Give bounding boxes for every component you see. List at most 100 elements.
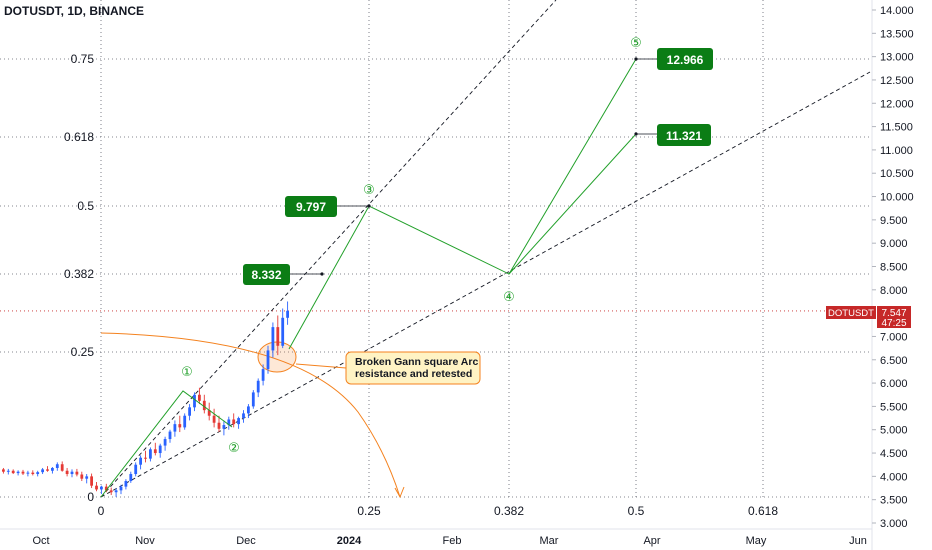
candle-body [149, 449, 152, 459]
candle-body [124, 481, 128, 487]
candle-body [119, 486, 123, 491]
price-tick-label: 12.500 [880, 75, 914, 87]
target-point-9797 [367, 204, 371, 208]
target-value-9797: 9.797 [296, 200, 326, 214]
wave-label-4: ④ [503, 290, 515, 305]
candle-body [2, 469, 5, 472]
fib-time-label: 0.5 [628, 504, 645, 518]
candle-body [256, 380, 260, 393]
price-tick-label: 11.000 [880, 145, 913, 157]
price-tick-label: 10.500 [880, 168, 914, 180]
candle-body [237, 418, 240, 425]
candle-layer [2, 301, 289, 497]
candle-body [46, 469, 49, 471]
price-tag-value: 7.547 [881, 308, 906, 319]
annotation-line-2: resistance and retested [355, 368, 472, 380]
price-tick-label: 6.000 [880, 378, 908, 390]
price-tick-label: 3.000 [880, 518, 908, 530]
fib-time-label: 0 [98, 504, 105, 518]
gann-fan-layer [100, 0, 871, 498]
candle-body [41, 469, 44, 473]
candle-body [21, 471, 25, 474]
target-value-11321: 11.321 [666, 129, 702, 143]
elliott-wave-path [100, 57, 657, 498]
target-value-12966: 12.966 [667, 53, 704, 67]
candle-body [163, 439, 167, 446]
candle-body [85, 476, 89, 479]
projected-path-main [288, 58, 637, 350]
price-tick-label: 10.000 [880, 192, 914, 204]
candle-body [222, 425, 226, 429]
candle-body [173, 424, 177, 432]
fib-price-label: 0.25 [71, 345, 95, 359]
wave-label-5: ⑤ [630, 36, 642, 51]
candle-body [188, 407, 191, 416]
wave-label-3: ③ [363, 183, 375, 198]
price-tick-label: 11.500 [880, 122, 913, 134]
time-tick-label: Apr [643, 535, 660, 547]
time-tick-label: Mar [540, 535, 559, 547]
price-tick-label: 9.500 [880, 215, 908, 227]
candle-body [183, 415, 187, 428]
price-tick-label: 12.000 [880, 98, 914, 110]
price-tick-label: 5.000 [880, 425, 908, 437]
time-tick-label: Nov [135, 535, 155, 547]
price-tick-label: 14.000 [880, 5, 914, 17]
target-badge-12966: 12.966 [657, 48, 713, 70]
candle-body [75, 471, 79, 475]
price-tick-label: 7.000 [880, 331, 908, 343]
candle-body [51, 467, 54, 471]
candle-body [261, 369, 265, 381]
annotation-line-1: Broken Gann square Arc [355, 356, 478, 368]
projected-path-alt [508, 133, 637, 275]
target-badge-9797: 9.797 [285, 196, 337, 217]
candle-body [80, 474, 84, 479]
candle-body [276, 327, 280, 346]
price-tick-label: 9.000 [880, 238, 908, 250]
candle-body [26, 472, 30, 474]
candle-body [242, 413, 245, 419]
candle-body [178, 424, 182, 428]
price-tick-label: 6.500 [880, 355, 908, 367]
candle-body [36, 472, 40, 475]
candle-body [144, 457, 147, 459]
candle-body [100, 486, 103, 490]
time-tick-label: May [746, 535, 767, 547]
candle-body [109, 490, 113, 493]
candle-body [158, 445, 162, 454]
target-point-8332 [320, 272, 324, 276]
candle-body [11, 470, 15, 474]
candle-body [65, 470, 69, 475]
candle-body [114, 490, 118, 493]
candle-body [60, 464, 64, 471]
annotation-callout: Broken Gann square Arc resistance and re… [345, 351, 481, 385]
candle-body [95, 485, 98, 490]
time-tick-label: Oct [32, 535, 49, 547]
target-point-11321 [634, 132, 638, 136]
candle-body [266, 350, 270, 370]
time-tick-label: 2024 [337, 535, 362, 547]
candle-body [202, 400, 206, 411]
candle-body [55, 464, 59, 468]
time-tick-label: Jun [849, 535, 867, 547]
candle-body [6, 470, 10, 472]
target-badge-8332: 8.332 [243, 264, 290, 285]
candle-body [70, 471, 74, 475]
current-price-tag[interactable]: DOTUSDT 7.547 47:25 [826, 306, 911, 329]
target-point-12966 [634, 57, 638, 61]
time-tick-label: Feb [443, 535, 462, 547]
grid-layer [0, 0, 870, 500]
chart-title: DOTUSDT, 1D, BINANCE [4, 4, 144, 18]
candle-body [16, 471, 20, 474]
annotation-leader-line [295, 363, 347, 369]
candle-body [281, 317, 285, 346]
fib-price-label: 0 [87, 490, 94, 504]
candle-body [271, 327, 275, 351]
price-tick-label: 4.500 [880, 448, 908, 460]
time-tick-label: Dec [236, 535, 256, 547]
price-tag-countdown: 47:25 [881, 318, 906, 329]
candle-body [153, 449, 157, 454]
